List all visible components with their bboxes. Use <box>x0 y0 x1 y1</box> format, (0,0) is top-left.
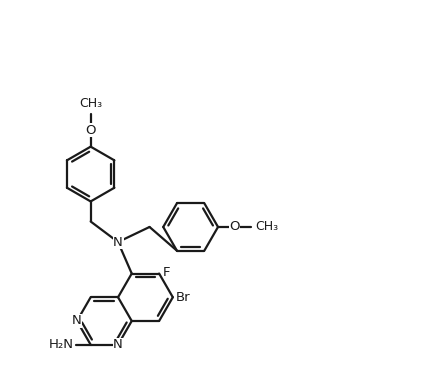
Text: O: O <box>85 124 96 137</box>
Text: F: F <box>162 266 170 279</box>
Text: CH₃: CH₃ <box>79 97 102 110</box>
Text: N: N <box>113 236 123 248</box>
Text: CH₃: CH₃ <box>255 220 278 233</box>
Text: Br: Br <box>176 291 191 304</box>
Text: N: N <box>113 338 123 351</box>
Text: N: N <box>72 315 82 328</box>
Text: O: O <box>229 220 240 233</box>
Text: H₂N: H₂N <box>49 338 74 351</box>
